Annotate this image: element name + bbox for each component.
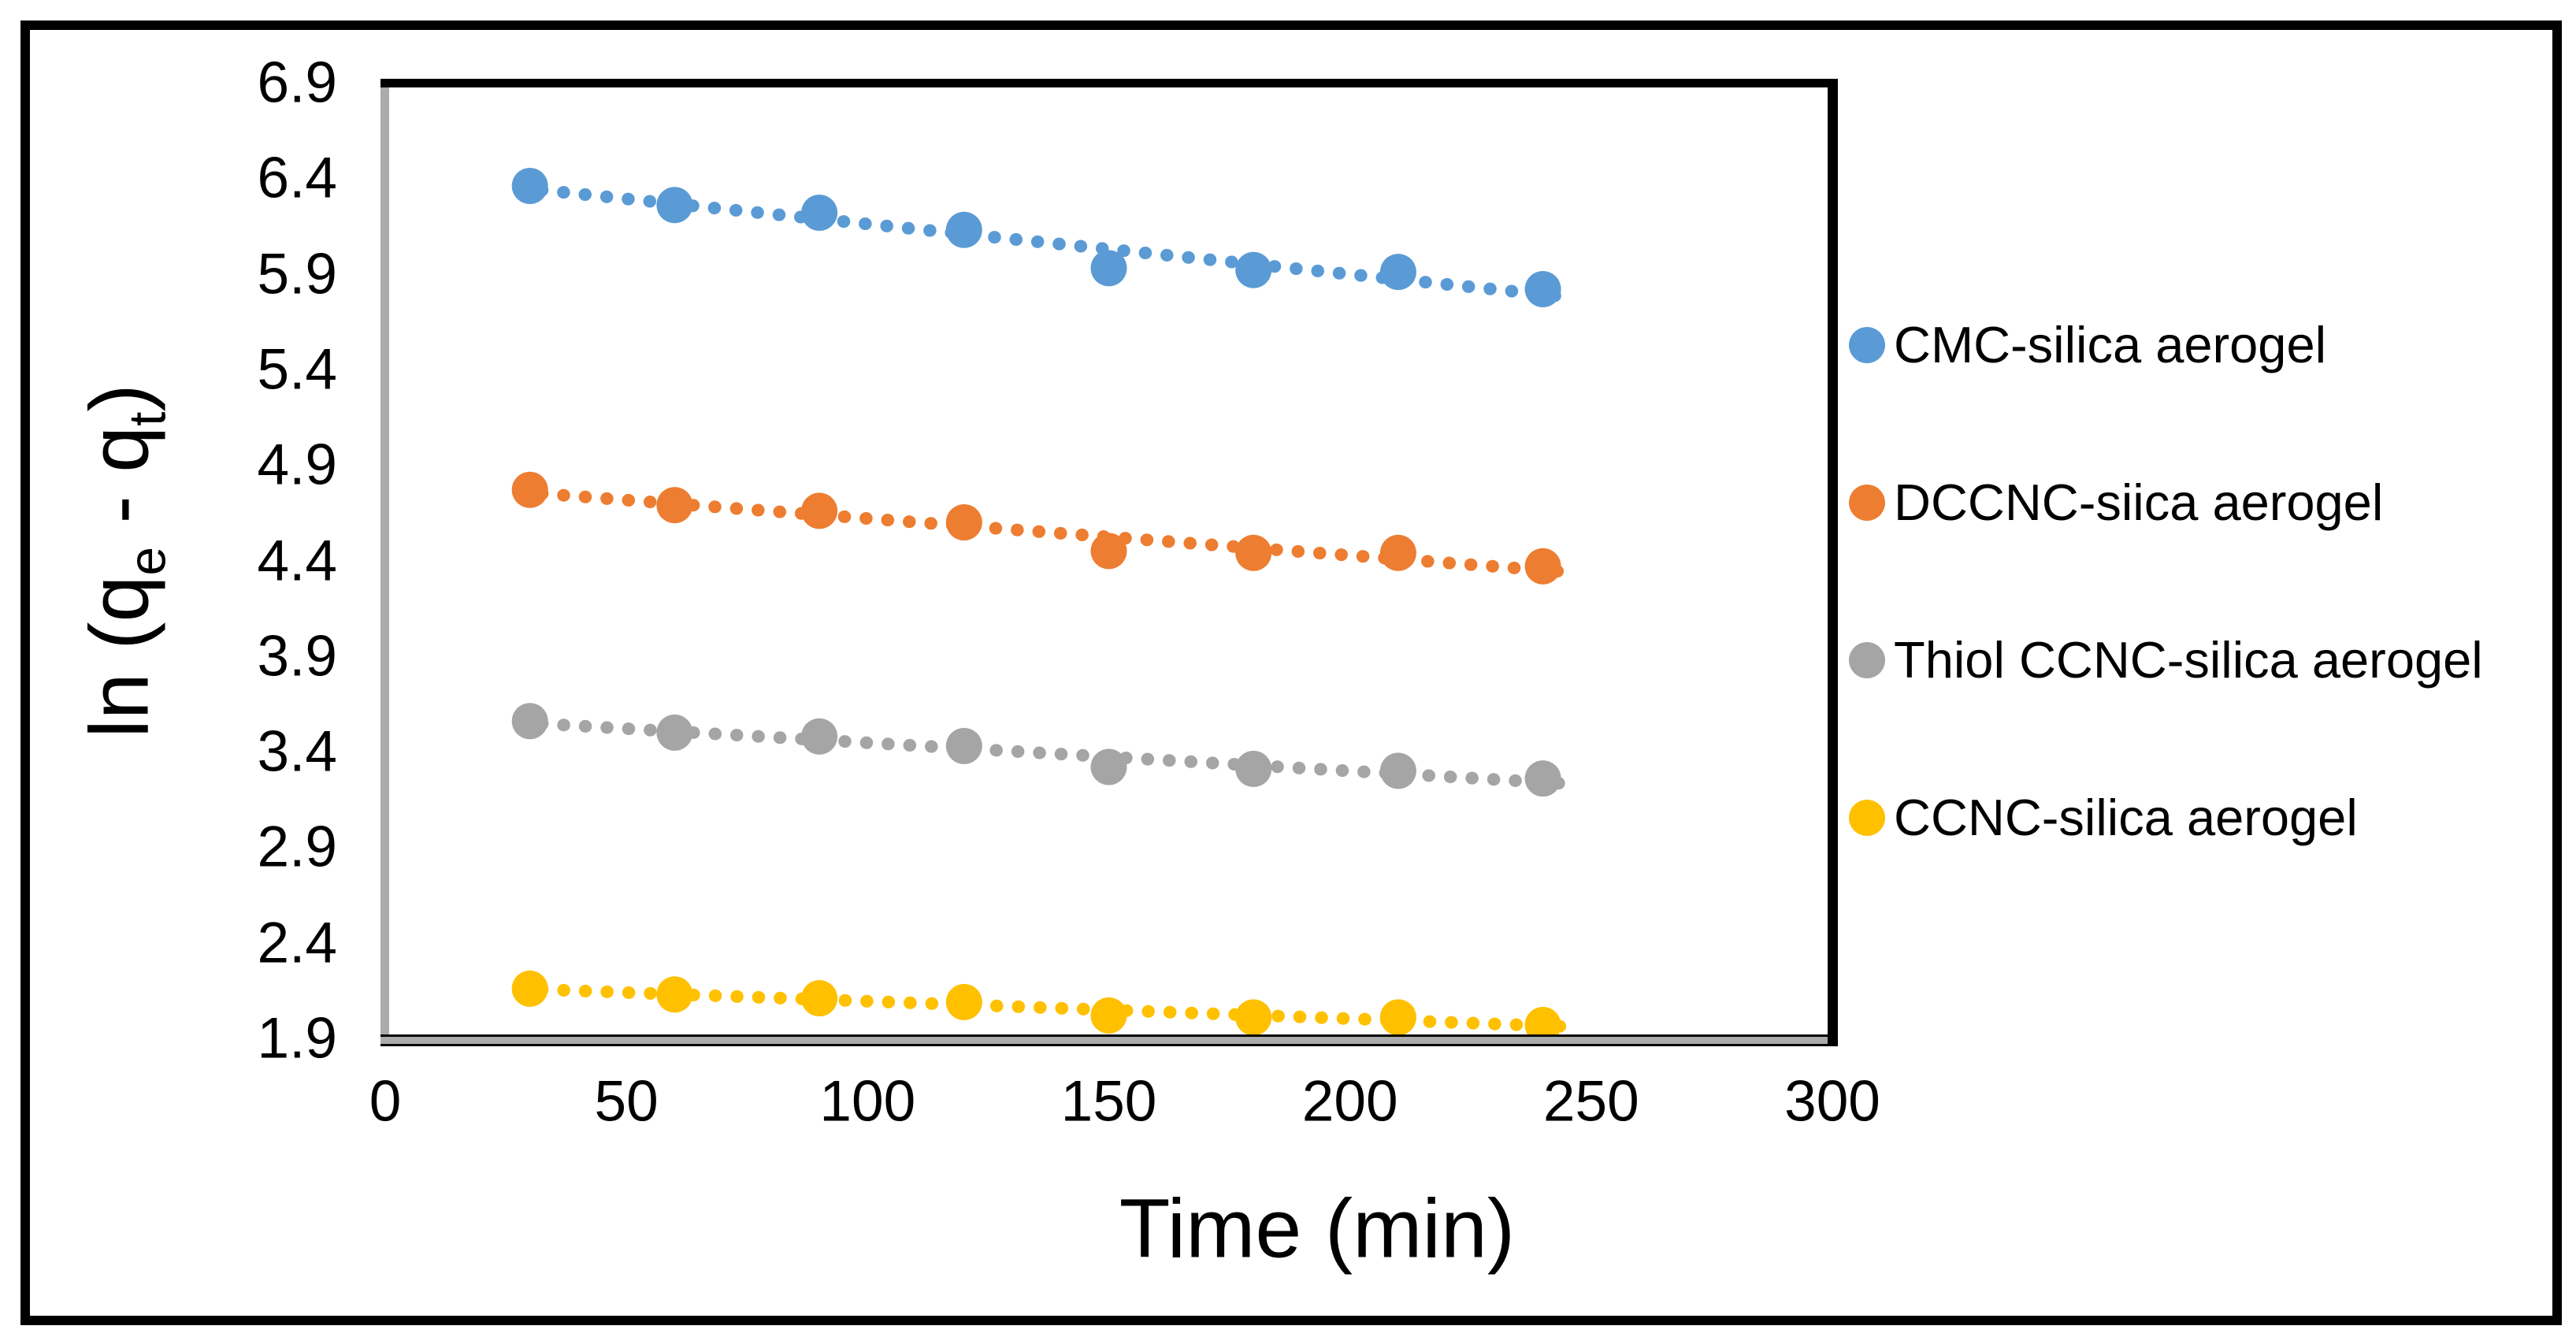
data-point-marker (1235, 999, 1272, 1034)
x-axis-title: Time (min) (1119, 1182, 1516, 1276)
trendline (514, 982, 1579, 1034)
data-point-marker (945, 983, 982, 1020)
data-point-marker (511, 168, 548, 205)
data-point-marker (1524, 548, 1561, 585)
legend-item: DCCNC-siica aerogel (1849, 475, 2383, 530)
trendline (514, 715, 1579, 791)
data-point-marker (1524, 271, 1561, 308)
y-axis-title-text: ) (72, 384, 166, 412)
legend-series-label: DCCNC-siica aerogel (1894, 474, 2384, 531)
legend-marker-icon (1849, 642, 1885, 678)
x-tick-label: 50 (594, 1069, 659, 1134)
data-point-marker (656, 487, 693, 524)
y-tick-label: 2.9 (257, 815, 337, 879)
series-group (511, 168, 1579, 1034)
y-tick-label: 1.9 (257, 1006, 337, 1071)
data-point-marker (511, 970, 548, 1007)
y-tick-label: 4.4 (257, 529, 337, 592)
y-axis-title-text: - q (72, 425, 166, 547)
y-axis-title-text: ln (q (72, 575, 166, 738)
data-point-marker (1524, 760, 1561, 797)
y-axis-title: ln (qe - qt) (72, 384, 176, 738)
data-point-marker (801, 194, 838, 231)
data-point-marker (656, 187, 693, 224)
legend-item: CCNC-silica aerogel (1849, 790, 2358, 845)
y-axis-title-subscript: t (118, 411, 176, 426)
y-tick-label: 6.4 (257, 146, 337, 210)
legend-item: Thiol CCNC-silica aerogel (1849, 633, 2483, 688)
data-point-marker (1379, 254, 1416, 291)
data-point-marker (511, 703, 548, 740)
y-axis-title-subscript: e (118, 546, 176, 576)
y-tick-label: 2.4 (257, 911, 337, 975)
y-tick-label: 5.9 (257, 242, 337, 306)
y-axis-line (380, 79, 389, 1037)
legend-marker-icon (1849, 485, 1885, 521)
legend-marker-icon (1849, 327, 1885, 363)
data-point-marker (656, 714, 693, 751)
trendline (514, 485, 1579, 579)
data-point-marker (511, 471, 548, 508)
x-tick-label: 300 (1784, 1069, 1880, 1134)
x-tick-label: 150 (1060, 1069, 1157, 1134)
legend-marker-icon (1849, 800, 1885, 836)
y-tick-label: 4.9 (257, 433, 337, 497)
x-tick-label: 200 (1301, 1069, 1398, 1134)
plot-border-top (380, 79, 1838, 87)
data-point-marker (801, 492, 838, 529)
data-point-marker (945, 727, 982, 764)
plot-border-right (1828, 79, 1838, 1046)
data-point-marker (1090, 997, 1127, 1034)
y-tick-label: 3.9 (257, 624, 337, 689)
data-point-marker (1090, 748, 1127, 785)
y-tick-label: 3.4 (257, 719, 337, 784)
data-point-marker (945, 211, 982, 248)
legend-series-label: CMC-silica aerogel (1894, 316, 2327, 373)
data-point-marker (801, 980, 838, 1017)
data-point-marker (1235, 251, 1272, 288)
data-point-marker (801, 718, 838, 755)
x-tick-label: 0 (369, 1069, 402, 1134)
x-axis-line-edge (380, 1044, 1838, 1046)
x-axis-line (380, 1037, 1838, 1044)
data-point-marker (1235, 750, 1272, 787)
data-point-marker (1379, 999, 1416, 1034)
trendline (514, 181, 1579, 304)
legend-series-label: Thiol CCNC-silica aerogel (1894, 631, 2483, 689)
y-tick-label: 5.4 (257, 337, 337, 402)
legend-item: CMC-silica aerogel (1849, 318, 2326, 373)
data-point-marker (656, 976, 693, 1013)
x-tick-label: 250 (1542, 1069, 1639, 1134)
x-axis-line-edge (380, 1034, 1838, 1037)
y-tick-label: 6.9 (257, 50, 337, 115)
data-point-marker (1379, 752, 1416, 789)
data-point-marker (1235, 534, 1272, 571)
data-point-marker (945, 503, 982, 540)
legend-series-label: CCNC-silica aerogel (1894, 789, 2358, 846)
figure-frame (20, 20, 2562, 1325)
x-tick-label: 100 (819, 1069, 916, 1134)
data-point-marker (1379, 534, 1416, 571)
data-point-marker (1090, 250, 1127, 287)
data-point-marker (1524, 1007, 1561, 1034)
data-point-marker (1090, 533, 1127, 570)
